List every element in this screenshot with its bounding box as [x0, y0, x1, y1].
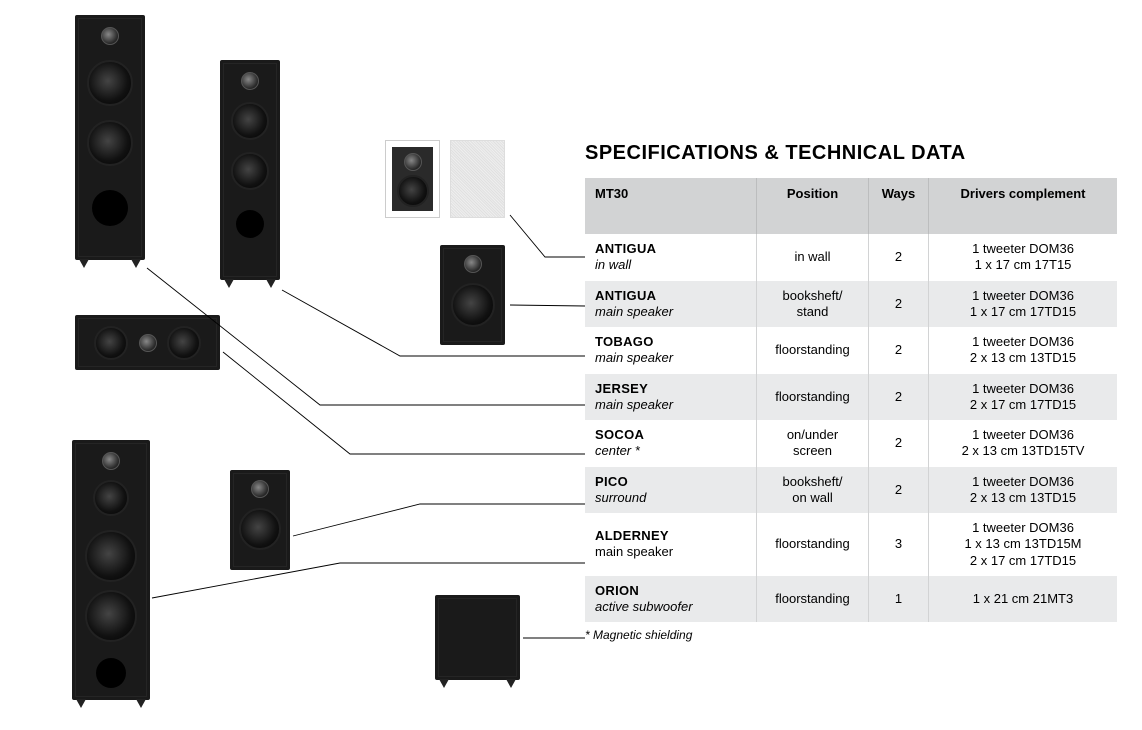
cell-model: ANTIGUAmain speaker [585, 281, 757, 328]
cell-ways: 1 [869, 576, 929, 623]
table-row: JERSEYmain speakerfloorstanding21 tweete… [585, 374, 1117, 421]
cell-ways: 2 [869, 467, 929, 514]
speaker-alderney [72, 440, 150, 700]
cell-position: floorstanding [757, 513, 869, 576]
table-row: TOBAGOmain speakerfloorstanding21 tweete… [585, 327, 1117, 374]
col-header-ways: Ways [869, 178, 929, 234]
cell-drivers: 1 tweeter DOM361 x 13 cm 13TD15M2 x 17 c… [929, 513, 1117, 576]
cell-drivers: 1 tweeter DOM362 x 13 cm 13TD15TV [929, 420, 1117, 467]
col-header-model: MT30 [585, 178, 757, 234]
cell-drivers: 1 tweeter DOM361 x 17 cm 17TD15 [929, 281, 1117, 328]
cell-position: floorstanding [757, 327, 869, 374]
cell-model: JERSEYmain speaker [585, 374, 757, 421]
table-row: ANTIGUAmain speakerbooksheft/stand21 twe… [585, 281, 1117, 328]
spec-table: MT30 Position Ways Drivers complement AN… [585, 178, 1117, 622]
cell-position: in wall [757, 234, 869, 281]
speaker-antigua [440, 245, 505, 345]
cell-position: booksheft/stand [757, 281, 869, 328]
cell-ways: 2 [869, 420, 929, 467]
cell-model: TOBAGOmain speaker [585, 327, 757, 374]
table-row: ORIONactive subwooferfloorstanding11 x 2… [585, 576, 1117, 623]
cell-drivers: 1 tweeter DOM361 x 17 cm 17T15 [929, 234, 1117, 281]
cell-model: ALDERNEYmain speaker [585, 513, 757, 576]
cell-ways: 2 [869, 281, 929, 328]
cell-ways: 2 [869, 327, 929, 374]
footnote: * Magnetic shielding [585, 628, 692, 642]
cell-model: SOCOAcenter * [585, 420, 757, 467]
speaker-socoa [75, 315, 220, 370]
cell-model: ORIONactive subwoofer [585, 576, 757, 623]
table-row: ALDERNEYmain speakerfloorstanding31 twee… [585, 513, 1117, 576]
cell-drivers: 1 tweeter DOM362 x 13 cm 13TD15 [929, 467, 1117, 514]
speaker-orion [435, 595, 520, 680]
table-row: ANTIGUAin wallin wall21 tweeter DOM361 x… [585, 234, 1117, 281]
page-title: SPECIFICATIONS & TECHNICAL DATA [585, 142, 966, 165]
cell-model: ANTIGUAin wall [585, 234, 757, 281]
cell-position: floorstanding [757, 576, 869, 623]
cell-drivers: 1 tweeter DOM362 x 13 cm 13TD15 [929, 327, 1117, 374]
speaker-antigua-inwall-front [385, 140, 440, 218]
speaker-antigua-inwall-grille [450, 140, 505, 218]
col-header-position: Position [757, 178, 869, 234]
col-header-drivers: Drivers complement [929, 178, 1117, 234]
cell-drivers: 1 tweeter DOM362 x 17 cm 17TD15 [929, 374, 1117, 421]
speaker-tobago [220, 60, 280, 280]
cell-position: on/underscreen [757, 420, 869, 467]
cell-model: PICOsurround [585, 467, 757, 514]
cell-ways: 2 [869, 234, 929, 281]
speaker-jersey [75, 15, 145, 260]
cell-position: floorstanding [757, 374, 869, 421]
cell-drivers: 1 x 21 cm 21MT3 [929, 576, 1117, 623]
speaker-pico [230, 470, 290, 570]
table-row: PICOsurroundbooksheft/on wall21 tweeter … [585, 467, 1117, 514]
cell-ways: 3 [869, 513, 929, 576]
table-row: SOCOAcenter *on/underscreen21 tweeter DO… [585, 420, 1117, 467]
cell-position: booksheft/on wall [757, 467, 869, 514]
cell-ways: 2 [869, 374, 929, 421]
